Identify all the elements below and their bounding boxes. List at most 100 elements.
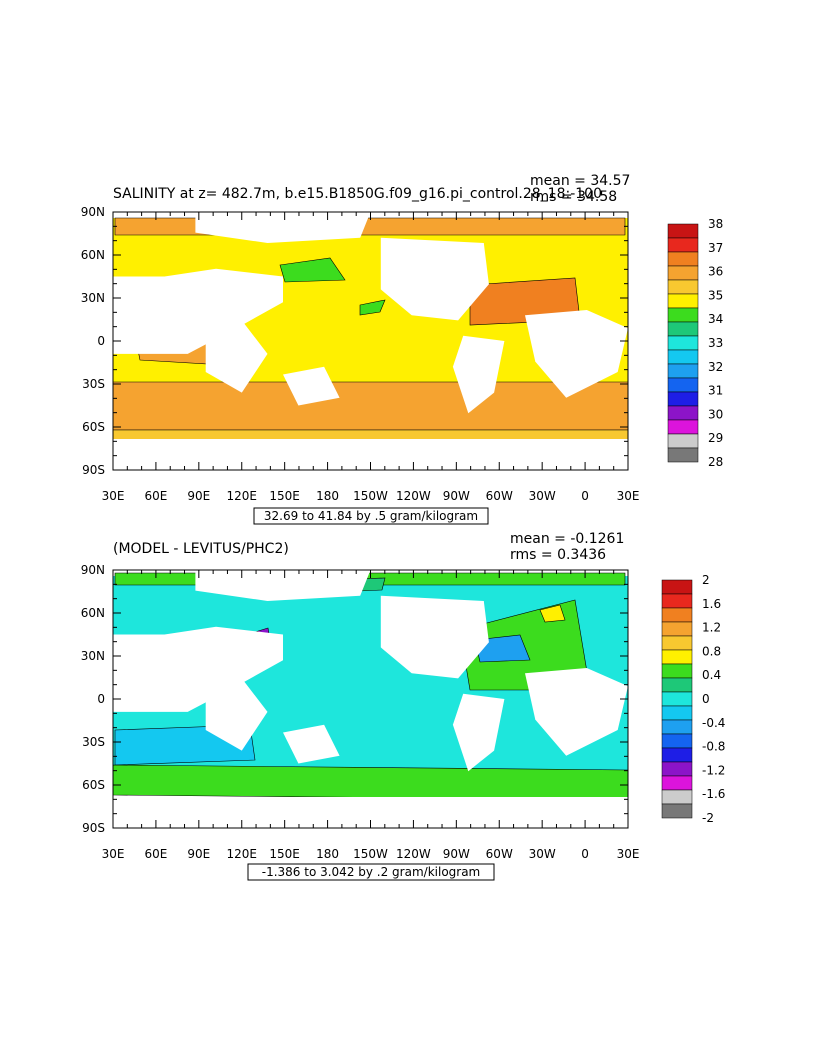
colorbar-label: 28 — [708, 455, 723, 469]
x-tick-label: 60E — [144, 489, 167, 503]
land-mask — [113, 626, 283, 712]
colorbar-swatch — [661, 733, 693, 749]
colorbar-swatch — [667, 307, 699, 323]
range-label: -1.386 to 3.042 by .2 gram/kilogram — [262, 865, 481, 879]
y-tick-label: 60S — [82, 778, 105, 792]
colorbar-label: -1.2 — [702, 763, 725, 777]
contour-region — [279, 257, 346, 283]
colorbar-swatch — [661, 789, 693, 805]
colorbar-swatch — [667, 237, 699, 253]
y-tick-label: 0 — [97, 692, 105, 706]
x-tick-label: 90E — [187, 489, 210, 503]
map-title: (MODEL - LEVITUS/PHC2) — [113, 541, 289, 557]
colorbar-swatch — [661, 705, 693, 721]
stat-mean: mean = -0.1261 — [510, 531, 624, 547]
x-tick-label: 30E — [102, 847, 125, 861]
colorbar-label: 36 — [708, 265, 723, 279]
colorbar-swatch — [667, 223, 699, 239]
colorbar-label: -0.4 — [702, 716, 725, 730]
colorbar-swatch — [667, 265, 699, 281]
colorbar-swatch — [661, 593, 693, 609]
colorbar-label: 35 — [708, 288, 723, 302]
x-tick-label: 30W — [529, 847, 556, 861]
x-tick-label: 30E — [102, 489, 125, 503]
colorbar-swatch — [661, 649, 693, 665]
land-mask — [195, 212, 371, 243]
colorbar-swatch — [661, 719, 693, 735]
colorbar-swatch — [661, 677, 693, 693]
y-tick-label: 30N — [81, 291, 105, 305]
land-mask — [205, 320, 268, 393]
colorbar-swatch — [661, 691, 693, 707]
y-tick-label: 60S — [82, 420, 105, 434]
colorbar-swatch — [667, 363, 699, 379]
colorbar-swatch — [667, 321, 699, 337]
contour-region — [114, 217, 626, 236]
stat-rms: rms = 34.58 — [530, 189, 617, 205]
colorbar-swatch — [661, 663, 693, 679]
x-tick-label: 120E — [227, 489, 258, 503]
map-title: SALINITY at z= 482.7m, b.e15.B1850G.f09_… — [113, 186, 602, 202]
land-mask — [283, 366, 340, 406]
x-tick-label: 90W — [443, 847, 470, 861]
x-tick-label: 30W — [529, 489, 556, 503]
colorbar-label: 30 — [708, 407, 723, 421]
colorbar-label: 34 — [708, 312, 723, 326]
colorbar-label: 0 — [702, 692, 710, 706]
colorbar-swatch — [661, 635, 693, 651]
stat-rms: rms = 0.3436 — [510, 547, 606, 563]
y-tick-label: 90N — [81, 205, 105, 219]
colorbar-swatch — [661, 761, 693, 777]
y-tick-label: 30S — [82, 735, 105, 749]
x-tick-label: 60W — [486, 489, 513, 503]
y-tick-label: 90S — [82, 821, 105, 835]
y-tick-label: 30S — [82, 377, 105, 391]
colorbar-swatch — [667, 433, 699, 449]
colorbar-label: -1.6 — [702, 787, 725, 801]
land-mask — [525, 310, 628, 398]
x-tick-label: 150W — [353, 489, 388, 503]
land-mask — [452, 335, 505, 414]
colorbar-label: 33 — [708, 336, 723, 350]
range-box — [253, 507, 489, 525]
colorbar-swatch — [667, 391, 699, 407]
x-tick-label: 60E — [144, 847, 167, 861]
y-tick-label: 90S — [82, 463, 105, 477]
colorbar-label: 2 — [702, 573, 710, 587]
colorbar-label: 1.6 — [702, 597, 721, 611]
land-mask — [113, 268, 283, 354]
contour-region — [539, 604, 566, 623]
contour-region — [113, 764, 628, 801]
map-field — [113, 570, 628, 828]
land-mask — [283, 724, 340, 764]
y-tick-label: 0 — [97, 334, 105, 348]
colorbar-swatch — [667, 447, 699, 463]
x-tick-label: 90E — [187, 847, 210, 861]
y-tick-label: 60N — [81, 606, 105, 620]
x-tick-label: 90W — [443, 489, 470, 503]
colorbar-swatch — [661, 775, 693, 791]
land-mask — [525, 668, 628, 756]
colorbar-swatch — [667, 405, 699, 421]
contour-region — [359, 299, 386, 316]
land-mask — [452, 693, 505, 772]
x-tick-label: 120W — [396, 489, 431, 503]
land-mask — [380, 595, 489, 679]
colorbar-swatch — [667, 377, 699, 393]
colorbar-swatch — [667, 419, 699, 435]
y-tick-label: 30N — [81, 649, 105, 663]
land-mask — [380, 237, 489, 321]
colorbar-label: -2 — [702, 811, 714, 825]
x-tick-label: 120W — [396, 847, 431, 861]
colorbar-swatch — [661, 607, 693, 623]
x-tick-label: 0 — [581, 847, 589, 861]
colorbar-label: 0.8 — [702, 644, 721, 658]
anomaly-map-panel: 30E 60E 90E 120E 150E 180 150W 120W 90W 60W 30W 0 30… — [81, 531, 725, 881]
colorbar-label: 37 — [708, 241, 723, 255]
x-tick-label: 60W — [486, 847, 513, 861]
x-tick-label: 0 — [581, 489, 589, 503]
colorbar-swatch — [661, 579, 693, 595]
range-label: 32.69 to 41.84 by .5 gram/kilogram — [264, 509, 478, 523]
colorbar-label: -0.8 — [702, 740, 725, 754]
colorbar-label: 0.4 — [702, 668, 721, 682]
